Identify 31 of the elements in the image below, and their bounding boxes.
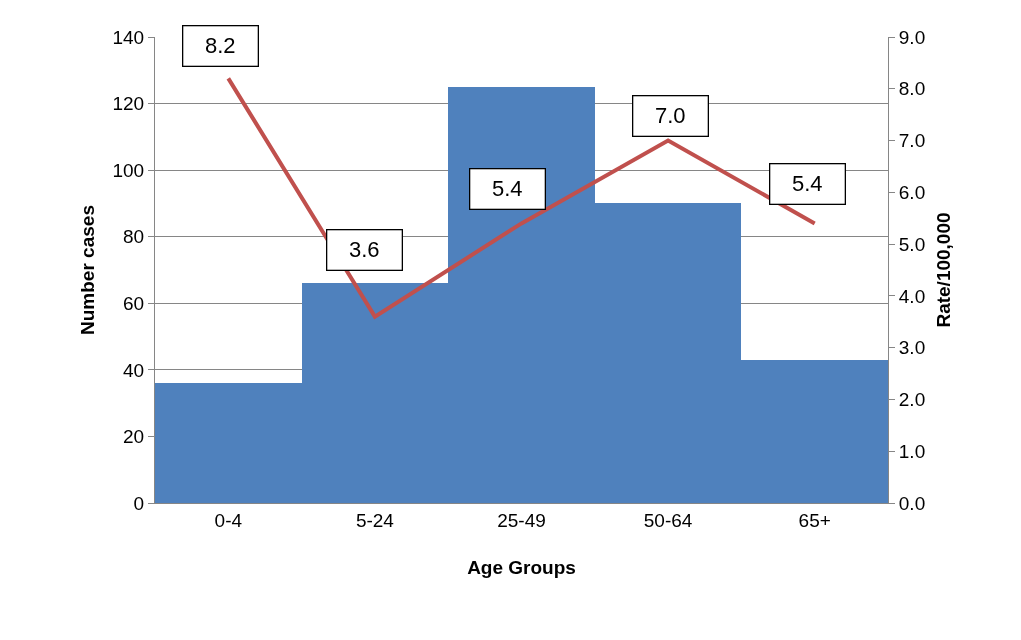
y-tick-label: 120 — [112, 93, 145, 115]
data-label: 5.4 — [492, 176, 523, 202]
y2-tick-label: 5.0 — [898, 233, 926, 255]
y-tick-label: 0 — [133, 492, 145, 514]
data-label: 7.0 — [655, 103, 686, 129]
y2-tick-label: 2.0 — [898, 389, 926, 411]
x-tick-label: 65+ — [798, 509, 831, 531]
y2-tick-label: 6.0 — [898, 181, 926, 203]
y2-axis-title: Rate/100,000 — [933, 212, 955, 328]
x-tick-label: 0-4 — [214, 509, 243, 531]
data-label: 3.6 — [349, 237, 380, 263]
x-tick-label: 5-24 — [355, 509, 395, 531]
y-tick-label: 140 — [112, 26, 145, 48]
data-label: 5.4 — [792, 171, 823, 197]
y2-tick-label: 3.0 — [898, 337, 926, 359]
y2-tick-label: 4.0 — [898, 285, 926, 307]
data-label: 8.2 — [205, 33, 236, 59]
y2-tick-label: 7.0 — [898, 130, 926, 152]
x-axis-title: Age Groups — [467, 556, 576, 578]
y-tick-label: 100 — [112, 159, 145, 181]
x-tick-label: 25-49 — [497, 509, 546, 531]
y-tick-label: 20 — [123, 426, 145, 448]
y-tick-label: 40 — [123, 359, 145, 381]
y2-tick-label: 1.0 — [898, 440, 926, 462]
y-tick-label: 80 — [123, 226, 145, 248]
y2-tick-label: 0.0 — [898, 492, 926, 514]
y-tick-label: 60 — [123, 292, 145, 314]
y2-tick-label: 9.0 — [898, 26, 926, 48]
y-axis-title: Number cases — [77, 205, 99, 335]
x-tick-label: 50-64 — [643, 509, 693, 531]
y2-tick-label: 8.0 — [898, 78, 926, 100]
